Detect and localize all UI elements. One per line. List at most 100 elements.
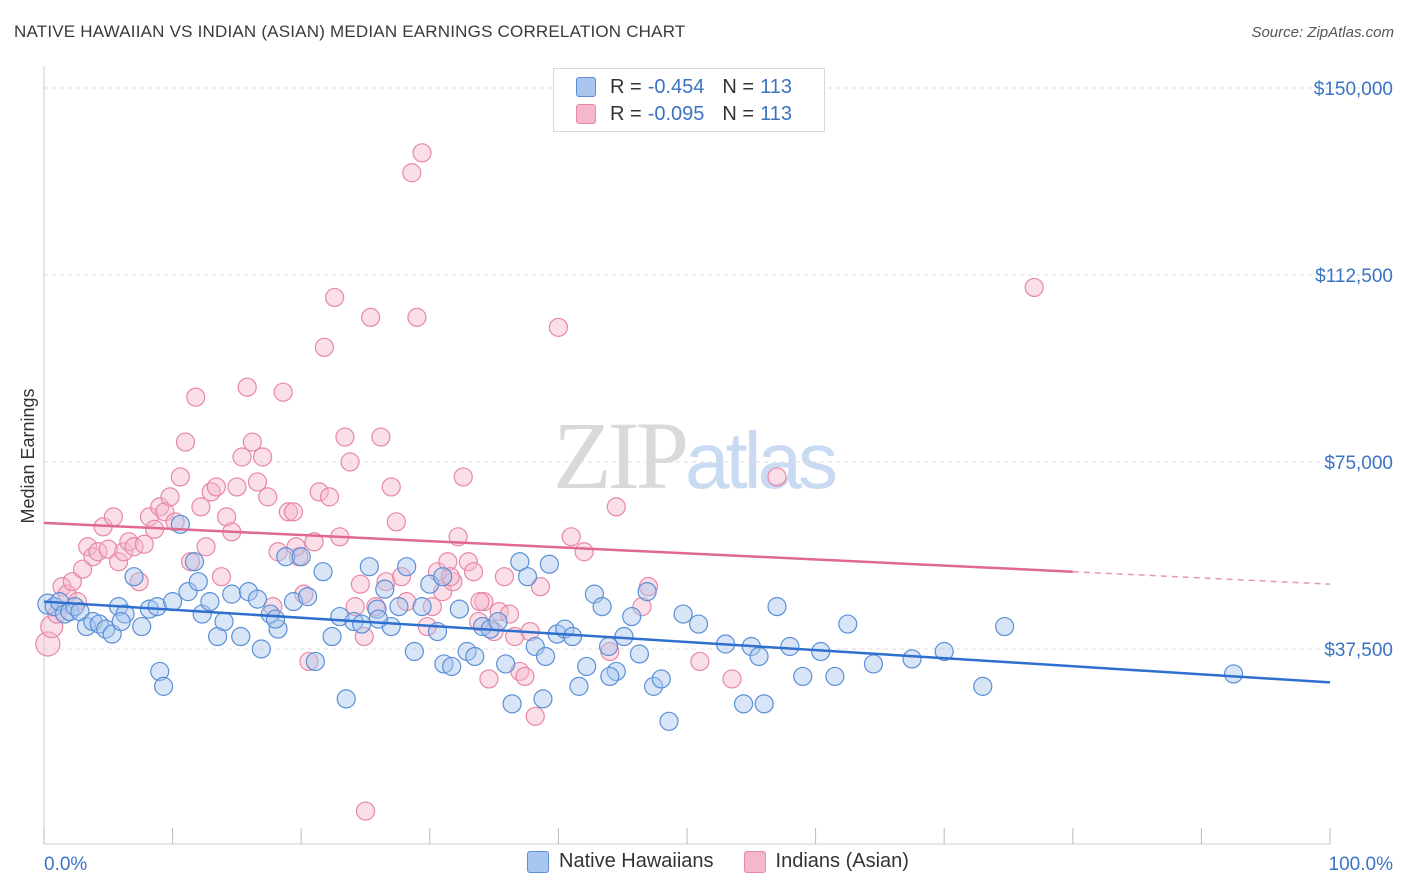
point-indians-asian	[548, 317, 569, 337]
point-native-hawaiians	[222, 584, 242, 604]
point-native-hawaiians	[214, 611, 234, 632]
point-indians-asian	[443, 572, 463, 592]
point-native-hawaiians	[622, 606, 642, 627]
point-native-hawaiians	[525, 636, 545, 657]
point-native-hawaiians	[231, 626, 251, 647]
point-indians-asian	[283, 502, 304, 522]
point-indians-asian	[139, 507, 160, 527]
point-indians-asian	[232, 447, 252, 467]
point-indians-asian	[35, 631, 61, 657]
point-native-hawaiians	[178, 582, 198, 602]
legend-label: Indians (Asian)	[775, 850, 909, 872]
point-native-hawaiians	[488, 611, 508, 632]
legend-swatch-pink	[743, 850, 766, 873]
point-indians-asian	[170, 467, 190, 487]
point-indians-asian	[345, 597, 365, 617]
point-indians-asian	[574, 542, 594, 562]
point-indians-asian	[206, 477, 226, 497]
point-native-hawaiians	[472, 616, 493, 637]
legend-swatch-pink	[576, 104, 596, 124]
point-indians-asian	[632, 597, 652, 617]
legend-item-indians-asian[interactable]: Indians (Asian)	[743, 850, 909, 873]
point-native-hawaiians	[598, 636, 619, 657]
point-native-hawaiians	[637, 582, 657, 602]
legend-label: Native Hawaiians	[559, 850, 714, 872]
series-indians-asian	[35, 143, 1044, 821]
point-indians-asian	[78, 537, 98, 557]
point-native-hawaiians	[465, 646, 485, 667]
point-native-hawaiians	[434, 654, 454, 674]
point-native-hawaiians	[89, 614, 109, 634]
point-indians-asian	[499, 604, 520, 624]
point-native-hawaiians	[592, 597, 612, 617]
point-native-hawaiians	[651, 669, 671, 689]
point-native-hawaiians	[37, 593, 59, 615]
y-tick-label: $150,000	[1314, 79, 1393, 100]
point-indians-asian	[247, 472, 268, 492]
point-native-hawaiians	[449, 599, 469, 619]
point-indians-asian	[340, 452, 360, 472]
point-native-hawaiians	[54, 604, 75, 624]
point-indians-asian	[350, 574, 370, 594]
point-native-hawaiians	[132, 616, 152, 637]
axes	[43, 66, 1331, 845]
point-indians-asian	[237, 377, 257, 397]
legend-item-native-hawaiians[interactable]: Native Hawaiians	[527, 850, 714, 873]
r-value: -0.454	[647, 75, 705, 98]
point-indians-asian	[114, 542, 134, 562]
point-native-hawaiians	[517, 567, 538, 587]
point-native-hawaiians	[367, 599, 387, 619]
point-native-hawaiians	[1223, 664, 1244, 684]
point-indians-asian	[355, 801, 376, 821]
point-indians-asian	[165, 512, 185, 532]
legend-row-native-hawaiians: R = -0.454 N = 113	[576, 74, 792, 100]
legend-row-indians-asian: R = -0.095 N = 113	[576, 101, 792, 127]
r-label: R =	[610, 102, 642, 125]
legend-swatch-blue	[527, 850, 549, 873]
point-native-hawaiians	[389, 597, 409, 617]
y-tick-labels: $37,500 $75,000 $112,500 $150,000	[1314, 79, 1393, 661]
n-value: 113	[760, 102, 792, 125]
point-indians-asian	[242, 432, 262, 452]
point-native-hawaiians	[643, 676, 664, 696]
point-indians-asian	[606, 497, 626, 517]
point-indians-asian	[319, 487, 340, 507]
trend-lines	[43, 521, 1331, 684]
series-legend: Native Hawaiians Indians (Asian)	[527, 850, 939, 873]
point-indians-asian	[525, 706, 545, 726]
point-indians-asian	[108, 552, 129, 572]
point-indians-asian	[402, 163, 422, 183]
point-indians-asian	[155, 502, 175, 522]
grid	[44, 87, 1395, 650]
n-value: 113	[760, 75, 792, 98]
point-native-hawaiians	[153, 676, 174, 696]
trend-line-native-hawaiians	[43, 600, 1331, 684]
point-native-hawaiians	[577, 656, 597, 677]
stats-legend: R = -0.454 N = 113 R = -0.095 N = 113	[553, 68, 825, 132]
point-indians-asian	[314, 337, 334, 357]
point-native-hawaiians	[291, 547, 311, 567]
point-indians-asian	[258, 487, 278, 507]
point-native-hawaiians	[265, 609, 286, 629]
point-native-hawaiians	[629, 644, 650, 664]
point-native-hawaiians	[539, 554, 559, 574]
point-native-hawaiians	[838, 614, 858, 634]
point-indians-asian	[309, 482, 329, 502]
point-indians-asian	[98, 539, 118, 559]
point-indians-asian	[479, 669, 499, 689]
point-native-hawaiians	[510, 552, 530, 572]
y-tick-label: $37,500	[1324, 640, 1393, 661]
point-indians-asian	[376, 572, 396, 592]
point-native-hawaiians	[754, 694, 774, 714]
point-native-hawaiians	[412, 597, 432, 617]
point-native-hawaiians	[150, 661, 170, 682]
point-native-hawaiians	[688, 614, 709, 634]
point-indians-asian	[767, 467, 787, 487]
point-indians-asian	[422, 597, 442, 617]
point-indians-asian	[412, 143, 432, 163]
point-indians-asian	[438, 552, 458, 572]
point-indians-asian	[463, 562, 484, 582]
point-indians-asian	[381, 477, 401, 497]
point-indians-asian	[196, 537, 216, 557]
